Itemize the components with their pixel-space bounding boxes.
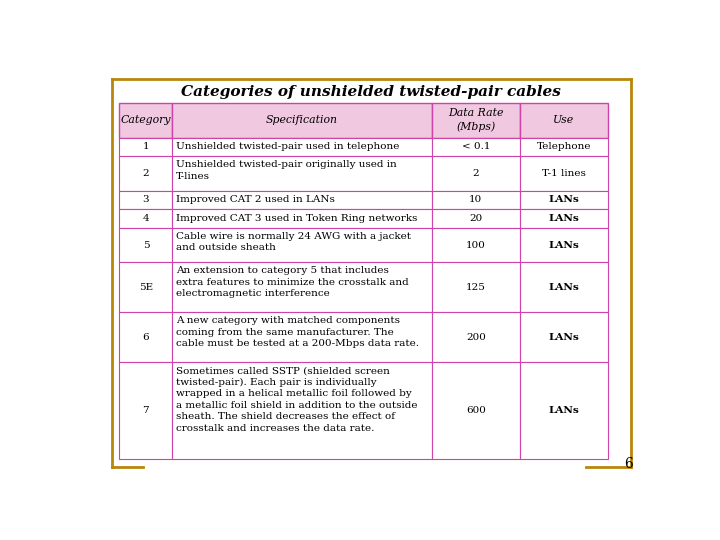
Text: 200: 200	[466, 333, 486, 342]
Bar	[120, 156, 172, 191]
Text: Telephone: Telephone	[536, 143, 591, 151]
Text: Improved CAT 2 used in LANs: Improved CAT 2 used in LANs	[176, 195, 335, 205]
Text: LANs: LANs	[549, 283, 580, 292]
Bar	[120, 312, 172, 362]
Text: 2: 2	[143, 169, 149, 178]
Bar	[432, 103, 520, 138]
Text: An extension to category 5 that includes
extra features to minimize the crosstal: An extension to category 5 that includes…	[176, 266, 409, 298]
Bar	[120, 138, 172, 156]
Bar	[520, 103, 608, 138]
Bar	[520, 362, 608, 459]
Bar	[520, 210, 608, 228]
Bar	[432, 362, 520, 459]
Text: Categories of unshielded twisted-pair cables: Categories of unshielded twisted-pair ca…	[181, 85, 562, 99]
Bar	[432, 228, 520, 262]
Bar	[172, 138, 432, 156]
Bar	[520, 191, 608, 210]
Text: LANs: LANs	[549, 333, 580, 342]
Bar	[432, 210, 520, 228]
Text: 100: 100	[466, 241, 486, 249]
Text: 5: 5	[143, 241, 149, 249]
Text: 125: 125	[466, 283, 486, 292]
Text: 6: 6	[143, 333, 149, 342]
Bar	[432, 138, 520, 156]
Text: < 0.1: < 0.1	[462, 143, 490, 151]
Bar	[520, 228, 608, 262]
Bar	[432, 312, 520, 362]
Text: A new category with matched components
coming from the same manufacturer. The
ca: A new category with matched components c…	[176, 316, 419, 348]
Text: 3: 3	[143, 195, 149, 205]
Bar	[172, 262, 432, 312]
Text: 2: 2	[472, 169, 480, 178]
Text: Unshielded twisted-pair originally used in
T-lines: Unshielded twisted-pair originally used …	[176, 160, 397, 180]
Text: 6: 6	[624, 457, 632, 471]
Bar	[520, 138, 608, 156]
Bar	[120, 228, 172, 262]
Text: 7: 7	[143, 406, 149, 415]
Bar	[172, 210, 432, 228]
Bar	[120, 262, 172, 312]
Bar	[172, 156, 432, 191]
Text: Category: Category	[121, 116, 171, 125]
Text: LANs: LANs	[549, 214, 580, 223]
Text: 5E: 5E	[139, 283, 153, 292]
Bar	[120, 362, 172, 459]
Text: T-1 lines: T-1 lines	[542, 169, 586, 178]
Text: LANs: LANs	[549, 195, 580, 205]
Bar	[172, 228, 432, 262]
Text: Use: Use	[554, 116, 575, 125]
Text: 1: 1	[143, 143, 149, 151]
Text: Specification: Specification	[266, 116, 338, 125]
Bar	[120, 103, 172, 138]
Bar	[172, 312, 432, 362]
Text: Sometimes called SSTP (shielded screen
twisted-pair). Each pair is individually
: Sometimes called SSTP (shielded screen t…	[176, 366, 418, 433]
Bar	[172, 103, 432, 138]
Text: LANs: LANs	[549, 241, 580, 249]
Text: 600: 600	[466, 406, 486, 415]
Text: LANs: LANs	[549, 406, 580, 415]
Text: Improved CAT 3 used in Token Ring networks: Improved CAT 3 used in Token Ring networ…	[176, 214, 418, 223]
Text: Unshielded twisted-pair used in telephone: Unshielded twisted-pair used in telephon…	[176, 143, 400, 151]
Bar	[432, 191, 520, 210]
Text: Cable wire is normally 24 AWG with a jacket
and outside sheath: Cable wire is normally 24 AWG with a jac…	[176, 232, 411, 252]
Text: 10: 10	[469, 195, 482, 205]
Bar	[520, 312, 608, 362]
Bar	[172, 191, 432, 210]
Bar	[432, 262, 520, 312]
Bar	[172, 362, 432, 459]
Bar	[520, 156, 608, 191]
Text: 4: 4	[143, 214, 149, 223]
Bar	[120, 191, 172, 210]
Bar	[520, 262, 608, 312]
Text: 20: 20	[469, 214, 482, 223]
Bar	[432, 156, 520, 191]
Text: Data Rate
(Mbps): Data Rate (Mbps)	[448, 109, 503, 132]
Bar	[120, 210, 172, 228]
